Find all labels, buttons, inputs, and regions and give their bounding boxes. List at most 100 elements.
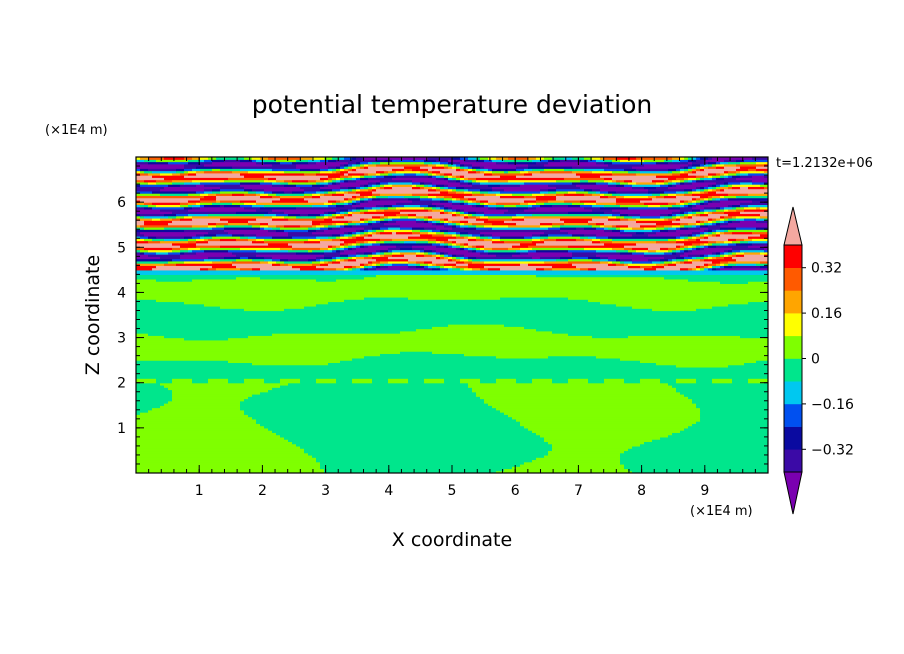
field-cell — [572, 254, 597, 257]
field-cell — [160, 208, 189, 212]
field-cell — [748, 281, 768, 284]
field-cell — [616, 184, 625, 187]
field-cell — [176, 215, 185, 219]
field-cell — [640, 378, 661, 382]
field-cell — [264, 204, 313, 208]
field-cell — [460, 168, 465, 172]
field-cell — [512, 416, 701, 420]
field-cell — [480, 247, 485, 251]
field-cell — [440, 172, 445, 176]
field-cell — [172, 247, 181, 251]
field-cell — [528, 245, 569, 248]
field-cell — [284, 229, 309, 233]
field-cell — [656, 240, 677, 244]
field-cell — [244, 308, 285, 312]
field-cell — [344, 197, 349, 201]
field-cell — [336, 278, 689, 282]
field-cell — [140, 172, 149, 176]
field-cell — [716, 166, 725, 169]
field-cell — [464, 190, 473, 194]
field-cell — [448, 229, 561, 233]
field-cell — [620, 217, 629, 221]
field-cell — [292, 179, 309, 183]
field-cell — [708, 256, 713, 260]
field-cell — [584, 188, 593, 192]
field-cell — [172, 389, 269, 393]
field-cell — [432, 251, 437, 255]
field-cell — [444, 217, 449, 221]
field-cell — [184, 170, 189, 174]
field-cell — [364, 236, 409, 239]
field-cell — [464, 242, 469, 246]
field-cell — [716, 231, 721, 235]
field-cell — [276, 229, 285, 233]
field-cell — [456, 168, 461, 172]
field-cell — [684, 177, 689, 181]
field-cell — [288, 249, 309, 253]
field-cell — [336, 249, 341, 253]
field-cell — [736, 170, 741, 174]
colorbar-band — [784, 267, 802, 291]
field-cell — [412, 168, 429, 172]
field-cell — [148, 236, 157, 239]
field-cell — [696, 405, 768, 409]
field-cell — [136, 355, 365, 359]
field-cell — [760, 265, 768, 269]
field-cell — [352, 224, 401, 228]
field-cell — [516, 249, 529, 253]
field-cell — [356, 206, 365, 210]
field-cell — [268, 177, 277, 181]
field-cell — [432, 181, 461, 185]
field-cell — [588, 267, 597, 271]
field-cell — [216, 224, 225, 228]
field-cell — [712, 229, 717, 233]
field-cell — [368, 217, 373, 221]
field-cell — [444, 240, 453, 244]
field-cell — [712, 231, 717, 235]
field-cell — [268, 389, 473, 393]
field-cell — [648, 249, 657, 253]
field-cell — [748, 245, 768, 248]
field-cell — [732, 265, 761, 269]
field-cell — [612, 177, 669, 181]
field-cell — [548, 159, 561, 163]
field-cell — [504, 240, 533, 244]
field-cell — [364, 163, 369, 167]
field-cell — [624, 260, 633, 264]
field-cell — [464, 166, 469, 169]
field-cell — [448, 242, 453, 246]
field-cell — [712, 378, 733, 382]
field-cell — [540, 224, 553, 228]
field-cell — [136, 186, 165, 190]
field-cell — [700, 190, 705, 194]
field-cell — [148, 240, 161, 244]
field-cell — [232, 170, 249, 174]
field-cell — [648, 258, 661, 262]
field-cell — [152, 175, 185, 178]
field-cell — [136, 445, 301, 449]
field-cell — [460, 163, 465, 167]
field-cell — [468, 263, 521, 266]
field-cell — [552, 330, 768, 334]
field-cell — [504, 204, 517, 208]
field-cell — [696, 199, 701, 203]
field-cell — [240, 236, 249, 239]
field-cell — [476, 179, 489, 183]
field-cell — [368, 199, 413, 203]
field-cell — [704, 206, 717, 210]
field-cell — [372, 260, 381, 264]
field-cell — [272, 168, 301, 172]
field-cell — [276, 224, 285, 228]
field-cell — [496, 202, 521, 205]
field-cell — [712, 251, 717, 255]
field-cell — [684, 215, 689, 219]
field-cell — [460, 179, 465, 183]
field-cell — [692, 179, 697, 183]
field-cell — [536, 202, 545, 205]
y-tick-label: 6 — [117, 195, 126, 211]
field-cell — [328, 184, 361, 187]
field-cell — [436, 226, 453, 230]
field-cell — [368, 197, 373, 201]
field-cell — [164, 335, 249, 339]
field-cell — [408, 213, 417, 217]
